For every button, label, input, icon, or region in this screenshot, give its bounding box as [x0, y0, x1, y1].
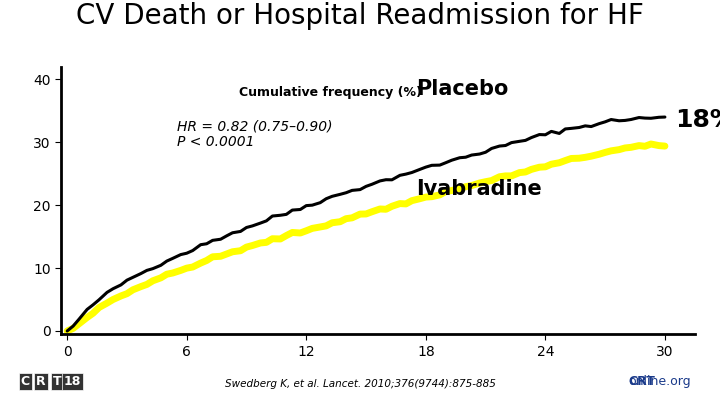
Text: T: T	[53, 375, 61, 388]
Text: R: R	[36, 375, 46, 388]
Text: CRT: CRT	[629, 375, 655, 388]
Text: C: C	[21, 375, 30, 388]
Text: Swedberg K, et al. Lancet. 2010;376(9744):875-885: Swedberg K, et al. Lancet. 2010;376(9744…	[225, 379, 495, 389]
Text: CV Death or Hospital Readmission for HF: CV Death or Hospital Readmission for HF	[76, 2, 644, 30]
Text: Ivabradine: Ivabradine	[416, 179, 541, 200]
Text: P < 0.0001: P < 0.0001	[177, 135, 254, 149]
Text: Cumulative frequency (%): Cumulative frequency (%)	[238, 85, 421, 98]
Text: online.org: online.org	[629, 375, 691, 388]
Text: HR = 0.82 (0.75–0.90): HR = 0.82 (0.75–0.90)	[177, 119, 332, 134]
Text: 18%: 18%	[675, 108, 720, 132]
Text: Placebo: Placebo	[416, 79, 508, 99]
Text: 18: 18	[64, 375, 81, 388]
